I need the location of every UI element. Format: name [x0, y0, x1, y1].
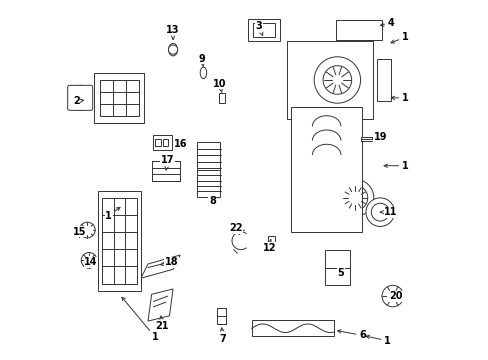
Text: 20: 20 [389, 291, 402, 301]
Bar [98, 191, 141, 291]
Bar [290, 107, 362, 232]
Text: 12: 12 [262, 239, 276, 253]
Bar [335, 20, 381, 40]
FancyBboxPatch shape [67, 85, 93, 111]
Text: 19: 19 [371, 132, 386, 142]
Text: 16: 16 [172, 139, 186, 149]
Text: 22: 22 [228, 223, 242, 234]
Bar [251, 320, 333, 336]
Circle shape [323, 66, 351, 94]
Circle shape [168, 45, 177, 54]
Bar [102, 198, 137, 284]
Text: 1: 1 [366, 335, 390, 346]
Text: 7: 7 [219, 328, 226, 344]
Circle shape [365, 198, 394, 226]
Text: 6: 6 [337, 330, 365, 341]
Circle shape [313, 57, 360, 103]
Circle shape [381, 285, 403, 307]
Bar [247, 19, 280, 41]
Text: 13: 13 [166, 25, 180, 39]
Bar [197, 170, 220, 197]
Text: 21: 21 [155, 316, 169, 332]
Circle shape [370, 203, 388, 221]
Text: 1: 1 [390, 93, 408, 103]
Circle shape [80, 222, 95, 238]
Bar [155, 139, 161, 146]
Text: 11: 11 [380, 207, 397, 217]
Text: 15: 15 [73, 227, 87, 237]
Bar [216, 308, 225, 324]
Text: 18: 18 [161, 257, 178, 267]
Bar [94, 73, 144, 123]
Text: 9: 9 [198, 54, 204, 67]
Bar [324, 249, 349, 285]
Circle shape [342, 185, 367, 210]
Bar [151, 161, 180, 181]
Bar [219, 93, 224, 103]
Bar [100, 80, 139, 116]
Bar [376, 59, 390, 102]
Text: 5: 5 [337, 268, 344, 278]
Text: 10: 10 [212, 78, 226, 92]
Circle shape [81, 252, 97, 268]
Text: 3: 3 [255, 21, 263, 35]
Text: 8: 8 [208, 197, 215, 206]
Bar [197, 143, 220, 175]
Text: 4: 4 [380, 18, 393, 28]
Ellipse shape [168, 43, 177, 56]
Bar [267, 236, 274, 252]
Text: 14: 14 [84, 257, 98, 268]
Bar [162, 139, 167, 146]
Bar [335, 21, 381, 39]
Text: 1: 1 [383, 161, 408, 171]
Bar [152, 135, 172, 150]
Polygon shape [141, 255, 180, 278]
Bar [360, 137, 374, 141]
Text: 17: 17 [161, 156, 174, 170]
Circle shape [336, 179, 373, 216]
Ellipse shape [71, 85, 89, 111]
Bar [287, 41, 372, 119]
Text: 2: 2 [73, 96, 83, 107]
Text: 1: 1 [390, 32, 408, 43]
Text: 1: 1 [105, 207, 120, 221]
Text: 1: 1 [122, 297, 158, 342]
Bar [253, 23, 274, 37]
Polygon shape [148, 289, 173, 321]
Ellipse shape [200, 67, 206, 78]
